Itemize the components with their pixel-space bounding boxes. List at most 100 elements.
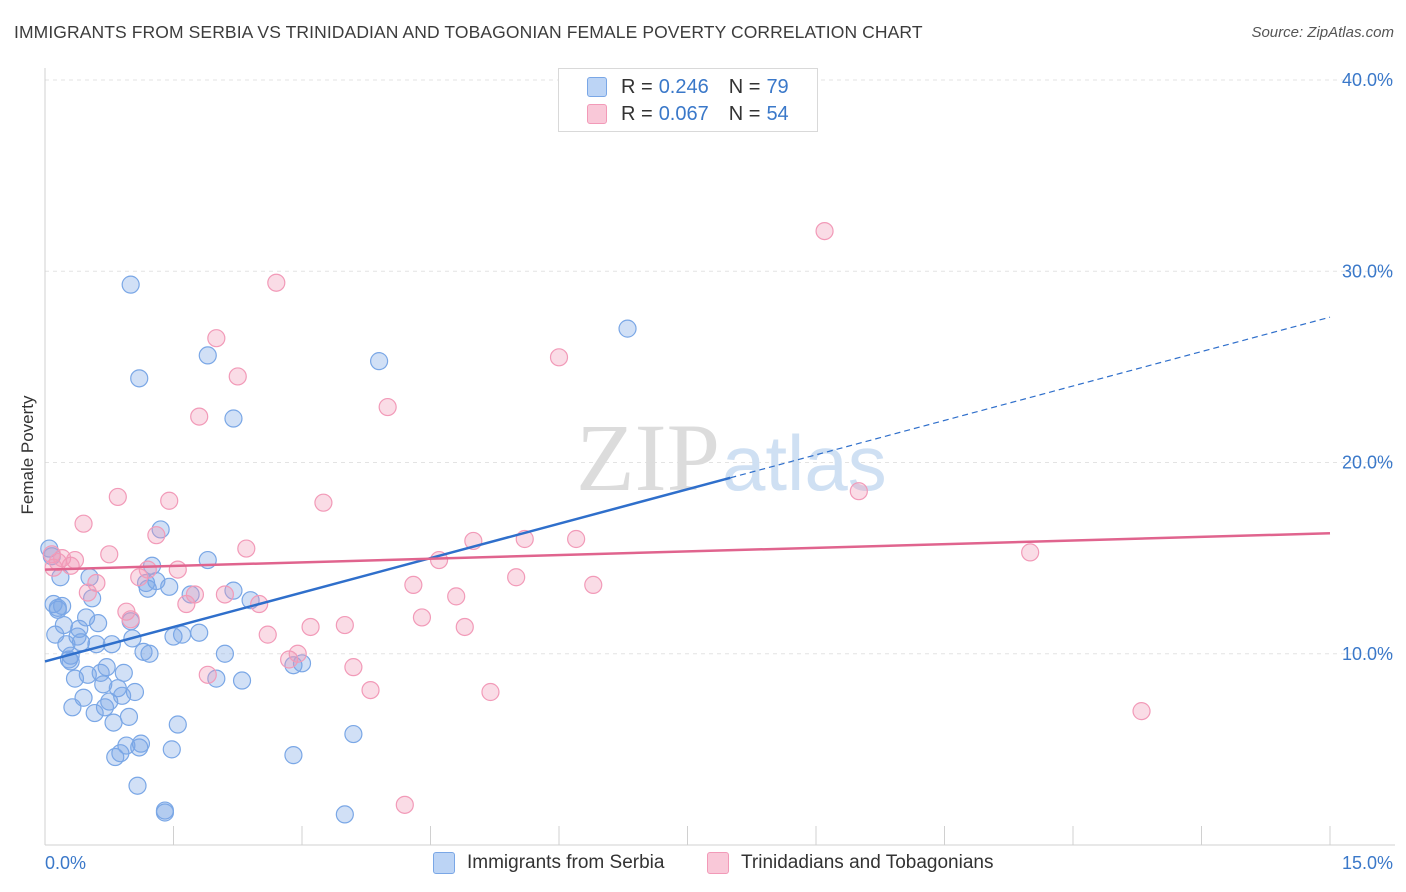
serbia-point bbox=[232, 671, 252, 690]
trinidad-trend-line bbox=[44, 532, 1331, 571]
serbia-point bbox=[85, 703, 104, 723]
trinidad-point bbox=[65, 550, 85, 570]
serbia-point bbox=[160, 577, 179, 596]
trinidad-point bbox=[447, 587, 466, 606]
stats-legend: R = 0.246 N = 79 R = 0.067 N = 54 bbox=[558, 68, 818, 132]
trinidad-point bbox=[108, 487, 127, 507]
trinidad-point bbox=[507, 568, 526, 587]
y-tick-label: 10.0% bbox=[1342, 644, 1393, 664]
chart-source: Source: ZipAtlas.com bbox=[1251, 24, 1394, 41]
serbia-point bbox=[190, 623, 209, 642]
serbia-point bbox=[140, 644, 159, 663]
serbia-point bbox=[121, 275, 140, 294]
legend-swatch-pink bbox=[587, 104, 607, 124]
serbia-point bbox=[224, 581, 243, 600]
trend-lines bbox=[44, 316, 1331, 663]
legend-swatch-blue bbox=[587, 77, 607, 97]
trinidad-point bbox=[314, 493, 333, 512]
tick-labels: 10.0% 20.0% 30.0% 40.0% 0.0% 15.0% bbox=[45, 70, 1393, 873]
trinidad-point bbox=[1021, 543, 1040, 562]
serbia-point bbox=[125, 682, 145, 702]
bottom-legend-serbia: Immigrants from Serbia bbox=[433, 852, 664, 874]
legend-r-label: R = bbox=[621, 75, 653, 98]
trinidad-point bbox=[121, 610, 140, 629]
trinidad-point bbox=[584, 575, 603, 595]
legend-n-label: N = bbox=[728, 75, 761, 98]
watermark-zip: ZIP bbox=[576, 404, 720, 511]
serbia-trend-extension bbox=[730, 316, 1331, 479]
serbia-point bbox=[104, 713, 123, 732]
serbia-point bbox=[74, 688, 93, 707]
trinidad-point bbox=[567, 529, 586, 549]
series-trinidad-points bbox=[42, 221, 1151, 814]
serbia-point bbox=[97, 658, 116, 677]
serbia-point bbox=[89, 614, 108, 633]
serbia-point bbox=[68, 627, 87, 646]
legend-n-value: 79 bbox=[766, 75, 789, 98]
trinidad-point bbox=[378, 397, 397, 417]
trinidad-point bbox=[301, 617, 320, 637]
serbia-point bbox=[48, 598, 67, 617]
trinidad-point bbox=[237, 539, 256, 558]
trinidad-point bbox=[100, 545, 119, 564]
bottom-legend-trinidad: Trinidadians and Tobagonians bbox=[707, 852, 993, 874]
serbia-point bbox=[77, 608, 96, 627]
trinidad-point bbox=[258, 625, 277, 644]
trinidad-point bbox=[228, 367, 247, 386]
serbia-point bbox=[284, 746, 303, 765]
serbia-point bbox=[119, 707, 139, 726]
serbia-point bbox=[181, 585, 200, 604]
serbia-point bbox=[71, 633, 91, 652]
trinidad-point bbox=[815, 221, 834, 241]
bottom-legend-swatch-blue bbox=[433, 852, 455, 874]
y-axis-label: Female Poverty bbox=[18, 395, 37, 515]
trinidad-point bbox=[395, 795, 414, 814]
trinidad-point bbox=[74, 514, 93, 533]
trinidad-point bbox=[1132, 702, 1151, 721]
serbia-point bbox=[618, 319, 637, 338]
trinidad-point bbox=[549, 348, 569, 367]
legend-r-value: 0.067 bbox=[658, 102, 709, 125]
serbia-point bbox=[215, 644, 234, 663]
bottom-legend-label: Trinidadians and Tobagonians bbox=[741, 852, 994, 873]
trinidad-point bbox=[481, 682, 500, 702]
serbia-point bbox=[370, 352, 389, 371]
trinidad-point bbox=[168, 560, 187, 579]
serbia-point bbox=[61, 652, 80, 671]
trinidad-point bbox=[87, 573, 106, 593]
serbia-point bbox=[70, 619, 89, 638]
trinidad-point bbox=[344, 658, 363, 677]
trinidad-point bbox=[849, 482, 868, 501]
serbia-point bbox=[168, 715, 187, 734]
trinidad-point bbox=[215, 585, 234, 604]
legend-n-label: N = bbox=[728, 102, 761, 125]
trinidad-point bbox=[198, 665, 217, 684]
serbia-point bbox=[207, 669, 226, 688]
trinidad-point bbox=[160, 491, 179, 510]
trinidad-point bbox=[361, 680, 380, 700]
serbia-point bbox=[114, 663, 133, 682]
trinidad-point bbox=[412, 608, 432, 627]
serbia-point bbox=[54, 615, 73, 635]
trinidad-point bbox=[455, 617, 474, 637]
serbia-point bbox=[162, 740, 181, 759]
chart-title: IMMIGRANTS FROM SERBIA VS TRINIDADIAN AN… bbox=[14, 22, 923, 42]
x-tick-label: 15.0% bbox=[1342, 853, 1393, 873]
trinidad-point bbox=[288, 644, 307, 663]
series-serbia-points bbox=[40, 275, 637, 824]
y-tick-label: 20.0% bbox=[1342, 453, 1393, 473]
serbia-point bbox=[155, 803, 175, 822]
serbia-point bbox=[198, 346, 217, 365]
y-tick-label: 40.0% bbox=[1342, 70, 1393, 90]
serbia-point bbox=[128, 776, 147, 795]
bottom-legend-label: Immigrants from Serbia bbox=[467, 852, 665, 873]
gridlines bbox=[45, 79, 1395, 655]
bottom-legend-swatch-pink bbox=[707, 852, 729, 874]
trinidad-point bbox=[185, 585, 205, 604]
legend-row-trinidad: R = 0.067 N = 54 bbox=[587, 101, 789, 127]
trinidad-point bbox=[404, 575, 423, 595]
axes bbox=[44, 68, 1395, 846]
y-tick-label: 30.0% bbox=[1342, 261, 1393, 281]
serbia-trend-line bbox=[44, 476, 731, 663]
